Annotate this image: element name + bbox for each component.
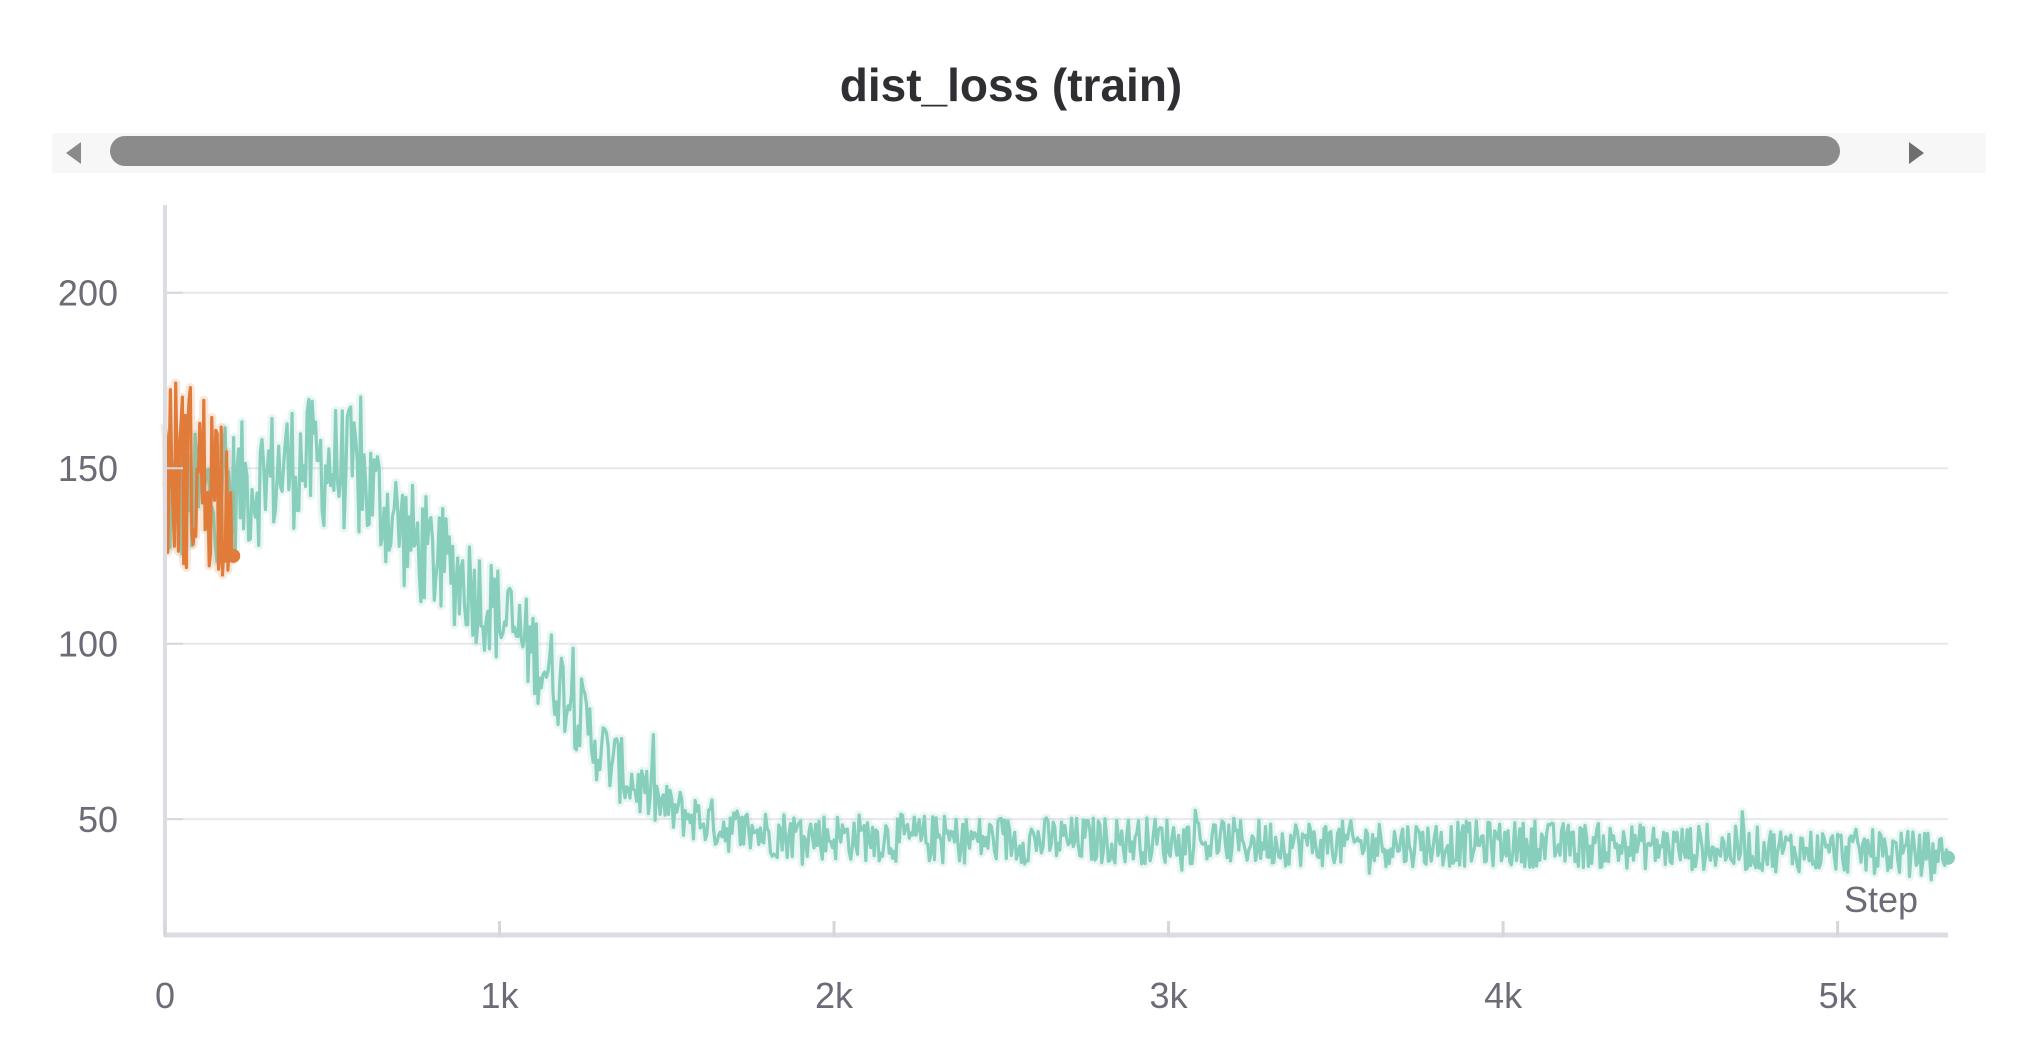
y-tick-label: 200	[58, 273, 118, 314]
x-tick-label: 1k	[481, 975, 520, 1016]
chart-scrollbar[interactable]	[52, 133, 1986, 173]
x-axis-label: Step	[1844, 879, 1918, 920]
series-halo	[161, 392, 1953, 885]
x-tick-label: 5k	[1819, 975, 1858, 1016]
series-line	[163, 395, 1950, 882]
x-tick-label: 4k	[1484, 975, 1523, 1016]
x-tick-label: 3k	[1150, 975, 1189, 1016]
y-tick-label: 100	[58, 624, 118, 665]
series-end-point	[226, 548, 241, 563]
series-layer	[160, 378, 1955, 885]
y-tick-label: 50	[78, 799, 118, 840]
scrollbar-thumb[interactable]	[110, 136, 1840, 166]
series-end-point	[1941, 850, 1955, 865]
caret-left-icon[interactable]	[66, 142, 81, 164]
y-tick-label: 150	[58, 448, 118, 489]
chart-title: dist_loss (train)	[839, 59, 1183, 111]
caret-right-icon[interactable]	[1909, 142, 1924, 164]
grid-lines	[165, 291, 1948, 821]
x-tick-label: 2k	[815, 975, 854, 1016]
x-tick-label: 0	[155, 975, 175, 1016]
series-line	[163, 381, 235, 577]
axes: 50 100 150 200 0 1k 2k 3k 4k 5k	[58, 205, 1948, 1016]
